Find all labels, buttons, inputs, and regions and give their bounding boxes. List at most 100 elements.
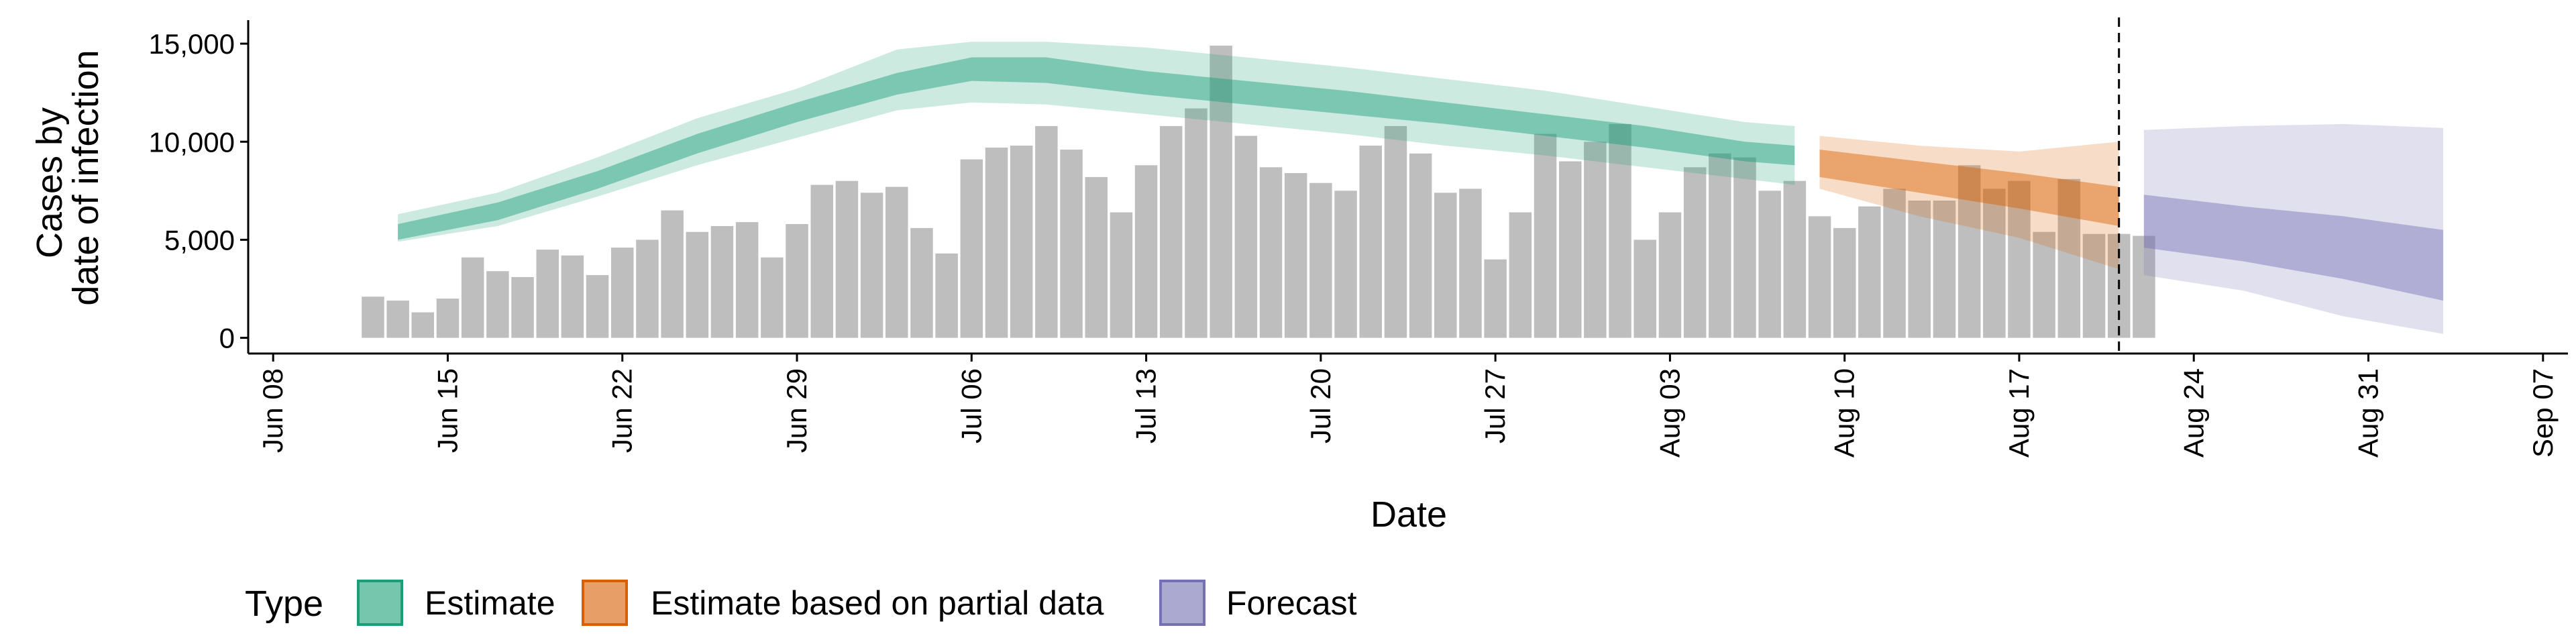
case-bar (761, 257, 784, 338)
case-bar (1534, 133, 1557, 338)
legend-swatch-estimate (357, 580, 403, 626)
case-bar (1758, 191, 1781, 338)
case-bar (461, 257, 484, 338)
inner-band (1819, 150, 2119, 226)
legend-label-partial: Estimate based on partial data (651, 584, 1104, 622)
case-bar (1409, 153, 1432, 338)
case-bar (1808, 216, 1831, 338)
case-bar (1234, 136, 1258, 338)
case-bar (411, 312, 434, 338)
inner-band (398, 57, 1795, 240)
outer-band (2143, 123, 2444, 334)
case-bar (1833, 227, 1856, 338)
case-bar (1908, 201, 1931, 338)
case-bar (1484, 259, 1507, 338)
case-bar (1359, 146, 1382, 338)
case-bar (661, 210, 684, 338)
x-tick-label: Jul 06 (955, 368, 987, 443)
series-estimate (398, 42, 1795, 242)
case-bar (1709, 153, 1731, 338)
case-bar (1284, 173, 1307, 338)
case-bars (362, 46, 2155, 338)
case-bar (935, 253, 958, 338)
case-bar (2082, 233, 2106, 338)
case-bar (1933, 201, 1956, 338)
y-axis-title-line-2: date of infection (66, 50, 106, 305)
estimate-bands (398, 42, 2444, 334)
legend-swatch-forecast (1159, 580, 1205, 626)
x-tick-label: Jun 29 (781, 368, 812, 453)
case-bar (611, 248, 634, 338)
x-tick-label: Sep 07 (2527, 368, 2559, 458)
case-bar (860, 193, 883, 338)
series-forecast (2143, 123, 2444, 334)
y-ticks: 0 5,000 10,000 15,000 (149, 28, 248, 354)
case-bar (386, 301, 409, 338)
case-bar (636, 239, 659, 338)
legend: Type Estimate Estimate based on partial … (245, 580, 1357, 626)
case-bar (2033, 231, 2055, 338)
case-bar (1783, 180, 1807, 338)
case-bar (1983, 189, 2006, 338)
case-bar (1259, 167, 1283, 338)
case-bar (1060, 150, 1083, 338)
case-bar (1509, 212, 1532, 338)
legend-item-estimate: Estimate (357, 580, 555, 626)
case-bar (786, 224, 808, 338)
y-axis-title: Cases by date of infection (30, 50, 106, 305)
case-bar (362, 297, 384, 338)
case-bar (885, 186, 908, 338)
case-bar (810, 184, 833, 338)
case-bar (735, 222, 759, 338)
case-bar (1185, 108, 1208, 338)
case-bar (710, 226, 734, 338)
case-bar (436, 299, 460, 338)
case-bar (486, 271, 509, 338)
case-bar (536, 250, 559, 338)
x-tick-label: Jun 08 (257, 368, 288, 453)
x-tick-label: Jul 27 (1479, 368, 1511, 443)
legend-swatch-partial (582, 580, 628, 626)
outer-band (1819, 136, 2119, 270)
case-bar (1210, 46, 1232, 338)
x-ticks: Jun 08 Jun 15 Jun 22 Jun 29 Jul 06 Jul 13 Jul … (257, 354, 2559, 458)
case-bar (1733, 157, 1756, 338)
case-bar (2008, 180, 2031, 338)
y-axis-title-line-1: Cases by (30, 107, 70, 258)
case-bar (561, 255, 584, 338)
case-bar (686, 231, 709, 338)
case-bar (1035, 125, 1058, 338)
case-bar (1110, 212, 1133, 338)
legend-item-forecast: Forecast (1159, 580, 1357, 626)
case-bar (960, 159, 983, 338)
inner-band (2143, 195, 2444, 301)
case-bar (2057, 178, 2081, 338)
legend-item-partial: Estimate based on partial data (582, 580, 1104, 626)
legend-label-estimate: Estimate (425, 584, 555, 622)
x-tick-label: Jul 13 (1130, 368, 1162, 443)
y-tick-label: 10,000 (149, 126, 235, 158)
case-bar (1459, 189, 1482, 338)
case-bar (985, 148, 1008, 338)
case-bar (1957, 165, 1981, 338)
case-bar (1309, 182, 1332, 338)
x-tick-label: Aug 10 (1829, 368, 1860, 458)
case-bar (1658, 212, 1682, 338)
series-estimate-based-on-partial-data (1819, 136, 2119, 270)
x-tick-label: Aug 17 (2003, 368, 2035, 458)
x-tick-label: Aug 24 (2178, 368, 2209, 458)
case-bar (1085, 176, 1108, 338)
x-tick-label: Aug 03 (1654, 368, 1685, 458)
x-tick-label: Jul 20 (1305, 368, 1336, 443)
y-tick-label: 5,000 (164, 224, 235, 256)
case-bar (1584, 142, 1607, 338)
x-tick-label: Aug 31 (2353, 368, 2384, 458)
case-bar (586, 275, 609, 338)
case-bar (1384, 125, 1407, 338)
case-bar (1134, 165, 1158, 338)
case-bar (2133, 235, 2155, 338)
case-bar (1010, 146, 1033, 338)
case-bar (835, 180, 859, 338)
x-tick-label: Jun 22 (606, 368, 638, 453)
